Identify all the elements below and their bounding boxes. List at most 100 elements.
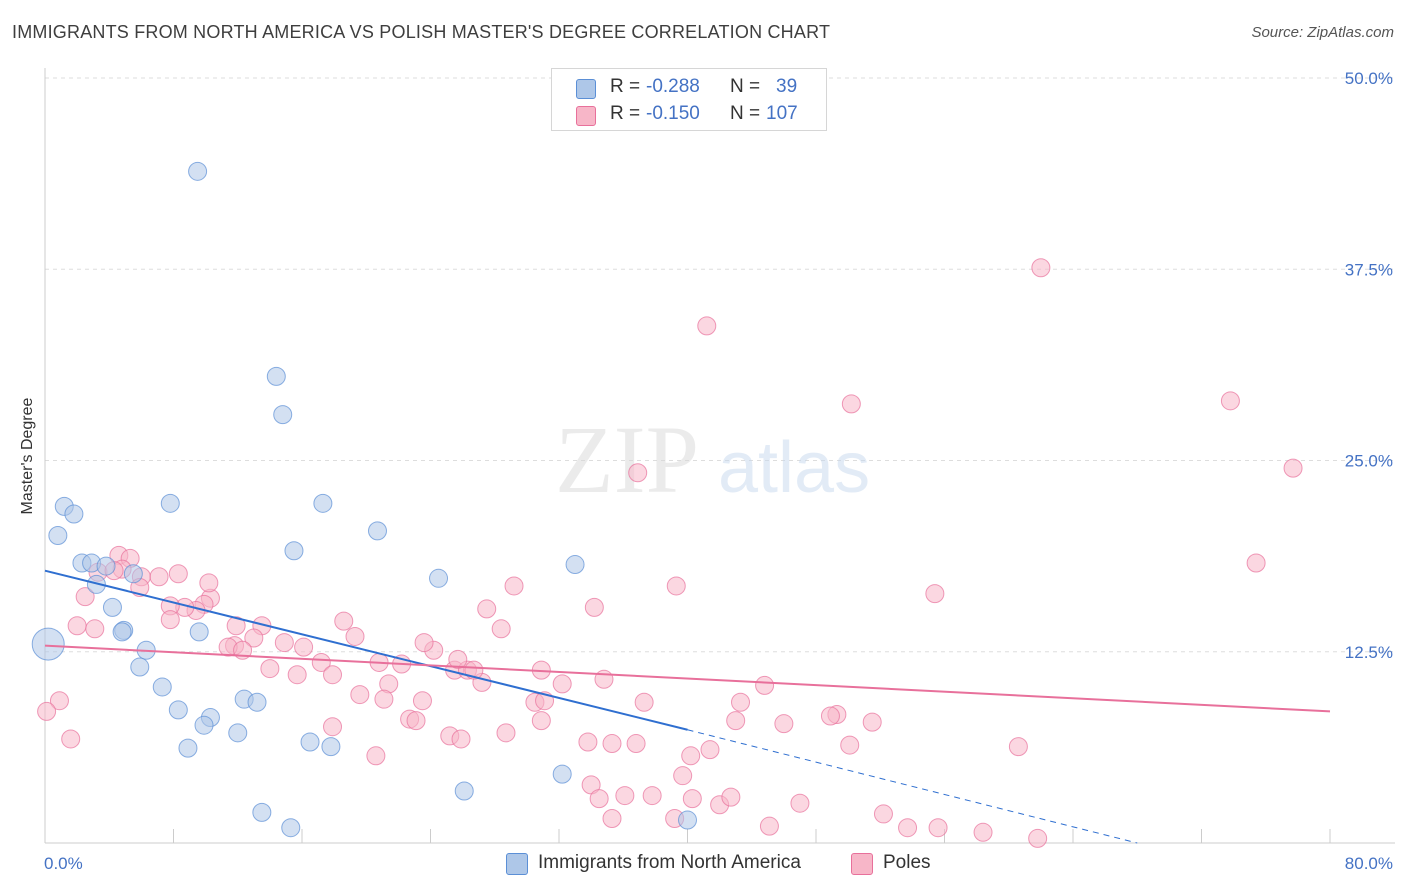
point-poles [294, 637, 314, 657]
point-poles [1008, 737, 1028, 757]
point-immigrants [178, 738, 198, 758]
point-poles [666, 576, 686, 596]
legend-row-immigrants: R = -0.288 N = 39 [552, 75, 826, 101]
point-poles [774, 714, 794, 734]
point-poles [37, 701, 57, 721]
point-poles [589, 789, 609, 809]
point-immigrants [247, 692, 267, 712]
point-poles [615, 786, 635, 806]
point-immigrants [313, 493, 333, 513]
point-poles [1246, 553, 1266, 573]
point-poles [755, 675, 775, 695]
x-tick-label: 80.0% [1345, 854, 1393, 873]
legend-row-poles: R = -0.150 N = 107 [552, 102, 826, 128]
point-poles [928, 818, 948, 838]
point-poles [1028, 828, 1048, 848]
point-poles [840, 735, 860, 755]
legend-n-label: N = [730, 76, 761, 97]
y-tick-label: 25.0% [1345, 452, 1393, 471]
bottom-legend-swatch-blue [506, 853, 528, 875]
point-immigrants [31, 627, 65, 661]
point-immigrants [168, 700, 188, 720]
point-poles [168, 564, 188, 584]
y-tick-label: 12.5% [1345, 643, 1393, 662]
point-poles [477, 599, 497, 619]
point-poles [260, 659, 280, 679]
point-immigrants [565, 555, 585, 575]
y-tick-label: 37.5% [1345, 260, 1393, 279]
point-poles [584, 597, 604, 617]
point-poles [334, 611, 354, 631]
watermark-zip: ZIP [555, 406, 699, 513]
point-poles [721, 787, 741, 807]
point-poles [323, 665, 343, 685]
point-immigrants [152, 677, 172, 697]
point-immigrants [321, 737, 341, 757]
point-poles [898, 818, 918, 838]
point-poles [531, 711, 551, 731]
point-poles [504, 576, 524, 596]
point-poles [49, 691, 69, 711]
gridlines [45, 77, 1395, 653]
point-poles [496, 723, 516, 743]
point-poles [491, 619, 511, 639]
correlation-legend: R = -0.288 N = 39 R = -0.150 N = 107 [551, 68, 827, 131]
point-immigrants [300, 732, 320, 752]
watermark: ZIP atlas [555, 406, 870, 513]
point-immigrants [130, 657, 150, 677]
point-immigrants [160, 493, 180, 513]
legend-swatch-pink [576, 106, 596, 126]
point-poles [67, 616, 87, 636]
point-poles [448, 649, 468, 669]
point-poles [160, 610, 180, 630]
point-immigrants [284, 541, 304, 561]
point-immigrants [429, 568, 449, 588]
y-tick-label: 50.0% [1345, 69, 1393, 88]
point-poles [199, 573, 219, 593]
point-poles [578, 732, 598, 752]
point-poles [700, 740, 720, 760]
point-immigrants [228, 723, 248, 743]
point-poles [642, 786, 662, 806]
point-poles [345, 626, 365, 646]
legend-n-value: 39 [776, 76, 798, 97]
watermark-atlas: atlas [718, 428, 870, 508]
point-immigrants [281, 818, 301, 838]
point-poles [626, 734, 646, 754]
point-immigrants [552, 764, 572, 784]
point-poles [414, 633, 434, 653]
point-poles [85, 619, 105, 639]
legend-r-value: -0.150 [646, 103, 700, 124]
legend-n-value: 107 [766, 103, 798, 124]
tick-labels: 12.5% 25.0% 37.5% 50.0% 0.0% 80.0% [44, 69, 1393, 873]
legend-r-label: R = [610, 103, 641, 124]
point-poles [464, 660, 484, 680]
point-poles [726, 711, 746, 731]
point-immigrants [454, 781, 474, 801]
point-poles [323, 717, 343, 737]
point-poles [350, 685, 370, 705]
legend-r-label: R = [610, 76, 641, 97]
point-poles [552, 674, 572, 694]
point-poles [634, 692, 654, 712]
point-poles [274, 633, 294, 653]
point-poles [673, 766, 693, 786]
point-poles [862, 712, 882, 732]
bottom-legend-label: Immigrants from North America [538, 852, 801, 873]
point-poles [366, 746, 386, 766]
point-immigrants [367, 521, 387, 541]
point-poles [61, 729, 81, 749]
point-immigrants [266, 366, 286, 386]
point-immigrants [86, 574, 106, 594]
point-poles [1283, 458, 1303, 478]
bottom-legend-label: Poles [883, 852, 931, 873]
point-poles [226, 616, 246, 636]
point-poles [451, 729, 471, 749]
point-immigrants [112, 622, 132, 642]
point-poles [873, 804, 893, 824]
point-poles [412, 691, 432, 711]
point-immigrants [273, 405, 293, 425]
point-poles [1220, 391, 1240, 411]
point-poles [759, 816, 779, 836]
